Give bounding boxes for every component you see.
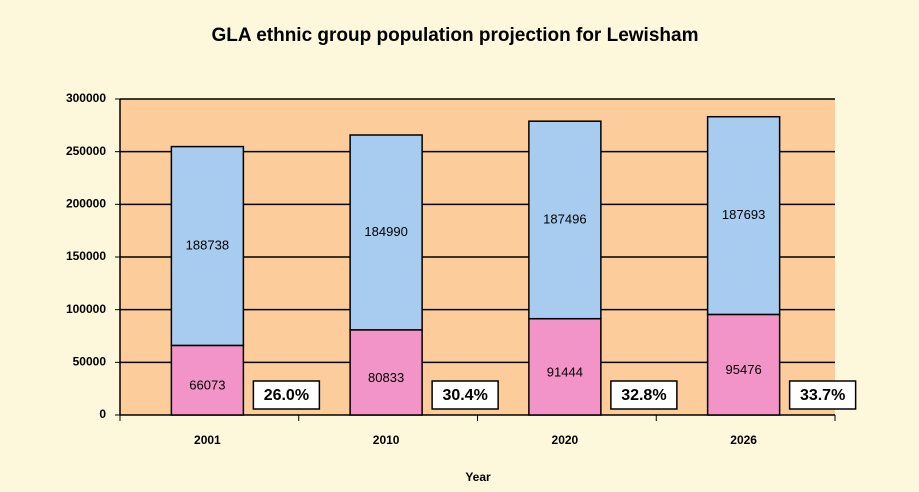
y-tick-label: 200000 <box>66 197 106 211</box>
y-tick-label: 0 <box>99 407 106 421</box>
value-label: 91444 <box>547 364 583 379</box>
annotation: 32.8% <box>621 387 666 404</box>
y-tick-label: 300000 <box>66 91 106 105</box>
bar-segment <box>349 134 423 331</box>
x-tick-label: 2020 <box>552 433 579 447</box>
bar-segment <box>170 145 245 347</box>
value-label: 188738 <box>186 237 229 252</box>
x-tick-label: 2010 <box>373 433 400 447</box>
y-tick-label: 150000 <box>66 249 106 263</box>
value-label: 187496 <box>543 211 586 226</box>
annotation-box <box>431 380 499 410</box>
bar-segment <box>170 344 245 416</box>
bar-segment <box>349 329 423 416</box>
value-label: 80833 <box>368 370 404 385</box>
bar-segment <box>528 120 602 320</box>
x-tick-label: 2001 <box>194 433 221 447</box>
bar-segment <box>706 115 781 316</box>
bar-segment <box>706 313 781 416</box>
value-label: 187693 <box>722 207 765 222</box>
annotation-box <box>610 380 678 410</box>
y-tick-label: 250000 <box>66 144 106 158</box>
value-label: 95476 <box>726 362 762 377</box>
value-label: 184990 <box>364 224 407 239</box>
bar-segment <box>528 317 602 416</box>
annotation: 33.7% <box>800 387 845 404</box>
y-tick-label: 100000 <box>66 302 106 316</box>
annotation-box <box>788 380 857 410</box>
value-label: 66073 <box>189 378 225 393</box>
annotation: 26.0% <box>264 387 309 404</box>
annotation: 30.4% <box>442 387 487 404</box>
annotation-box <box>252 380 321 410</box>
x-tick-label: 2026 <box>730 433 757 447</box>
chart-title: GLA ethnic group population projection f… <box>212 25 699 46</box>
x-axis-label: Year <box>465 470 491 484</box>
y-tick-label: 50000 <box>73 355 107 369</box>
